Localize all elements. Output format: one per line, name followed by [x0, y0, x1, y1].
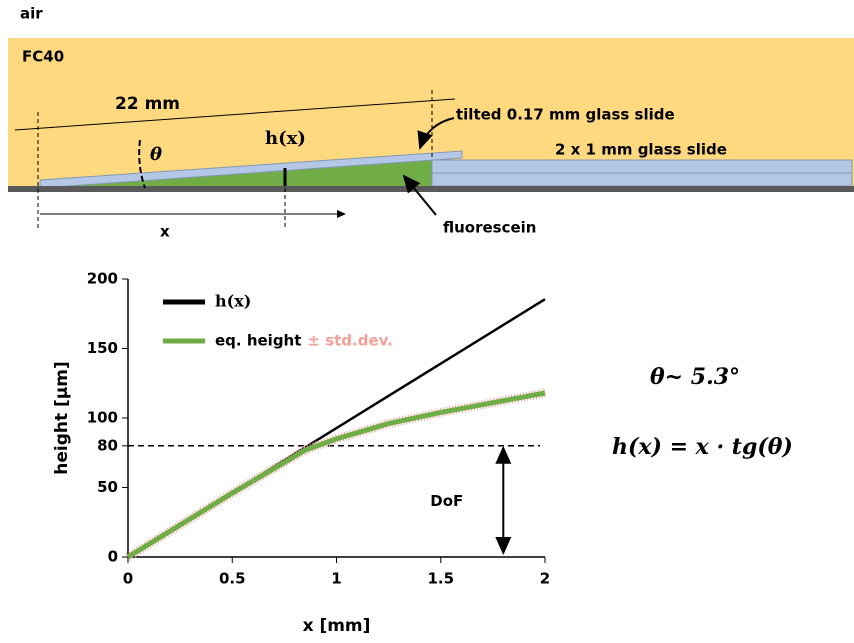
height-equation: h(x) = x · tg(θ) [612, 434, 793, 460]
y-tick-label: 100 [87, 409, 118, 427]
x-tick-label: 1 [331, 570, 341, 588]
angle-equation: θ~ 5.3° [650, 364, 740, 390]
y-tick-label: 50 [97, 478, 118, 496]
y-tick-label: 150 [87, 339, 118, 357]
y-tick-label: 200 [87, 270, 118, 288]
base-slide-label: 2 x 1 mm glass slide [555, 141, 727, 159]
legend-label: eq. height [215, 332, 301, 350]
x-label: x [160, 223, 170, 241]
air-label: air [20, 5, 43, 23]
diagram: air FC40 22 mm θ h(x) x tilted 0.17 mm g… [8, 5, 854, 241]
chart: 0 50 80 100 150 200 0 0.5 1 1.5 2 x [mm] height [µm]… [52, 270, 550, 637]
x-tick-label: 0 [123, 570, 133, 588]
x-tick-label: 2 [540, 570, 550, 588]
figure: air FC40 22 mm θ h(x) x tilted 0.17 mm g… [0, 0, 854, 639]
x-axis-label: x [mm] [303, 616, 371, 636]
legend-error-label: ± std.dev. [307, 332, 393, 350]
tilted-slide-label: tilted 0.17 mm glass slide [456, 106, 675, 124]
height-label: h(x) [265, 128, 306, 149]
base-slide [432, 160, 852, 173]
y-tick-label: 0 [108, 548, 118, 566]
y-axis-label: height [µm] [52, 361, 72, 475]
dof-label: DoF [430, 492, 463, 510]
x-tick-label: 1.5 [427, 570, 454, 588]
dye-label: fluorescein [443, 219, 537, 237]
stage [8, 186, 854, 192]
x-tick-label: 0.5 [219, 570, 246, 588]
medium-label: FC40 [22, 48, 64, 66]
y-tick-label: 80 [97, 436, 118, 454]
angle-label: θ [150, 144, 162, 165]
series-line [128, 393, 545, 557]
error-band [128, 393, 545, 557]
legend-label: h(x) [215, 292, 251, 311]
base-slide [432, 173, 852, 186]
length-label: 22 mm [115, 94, 180, 114]
